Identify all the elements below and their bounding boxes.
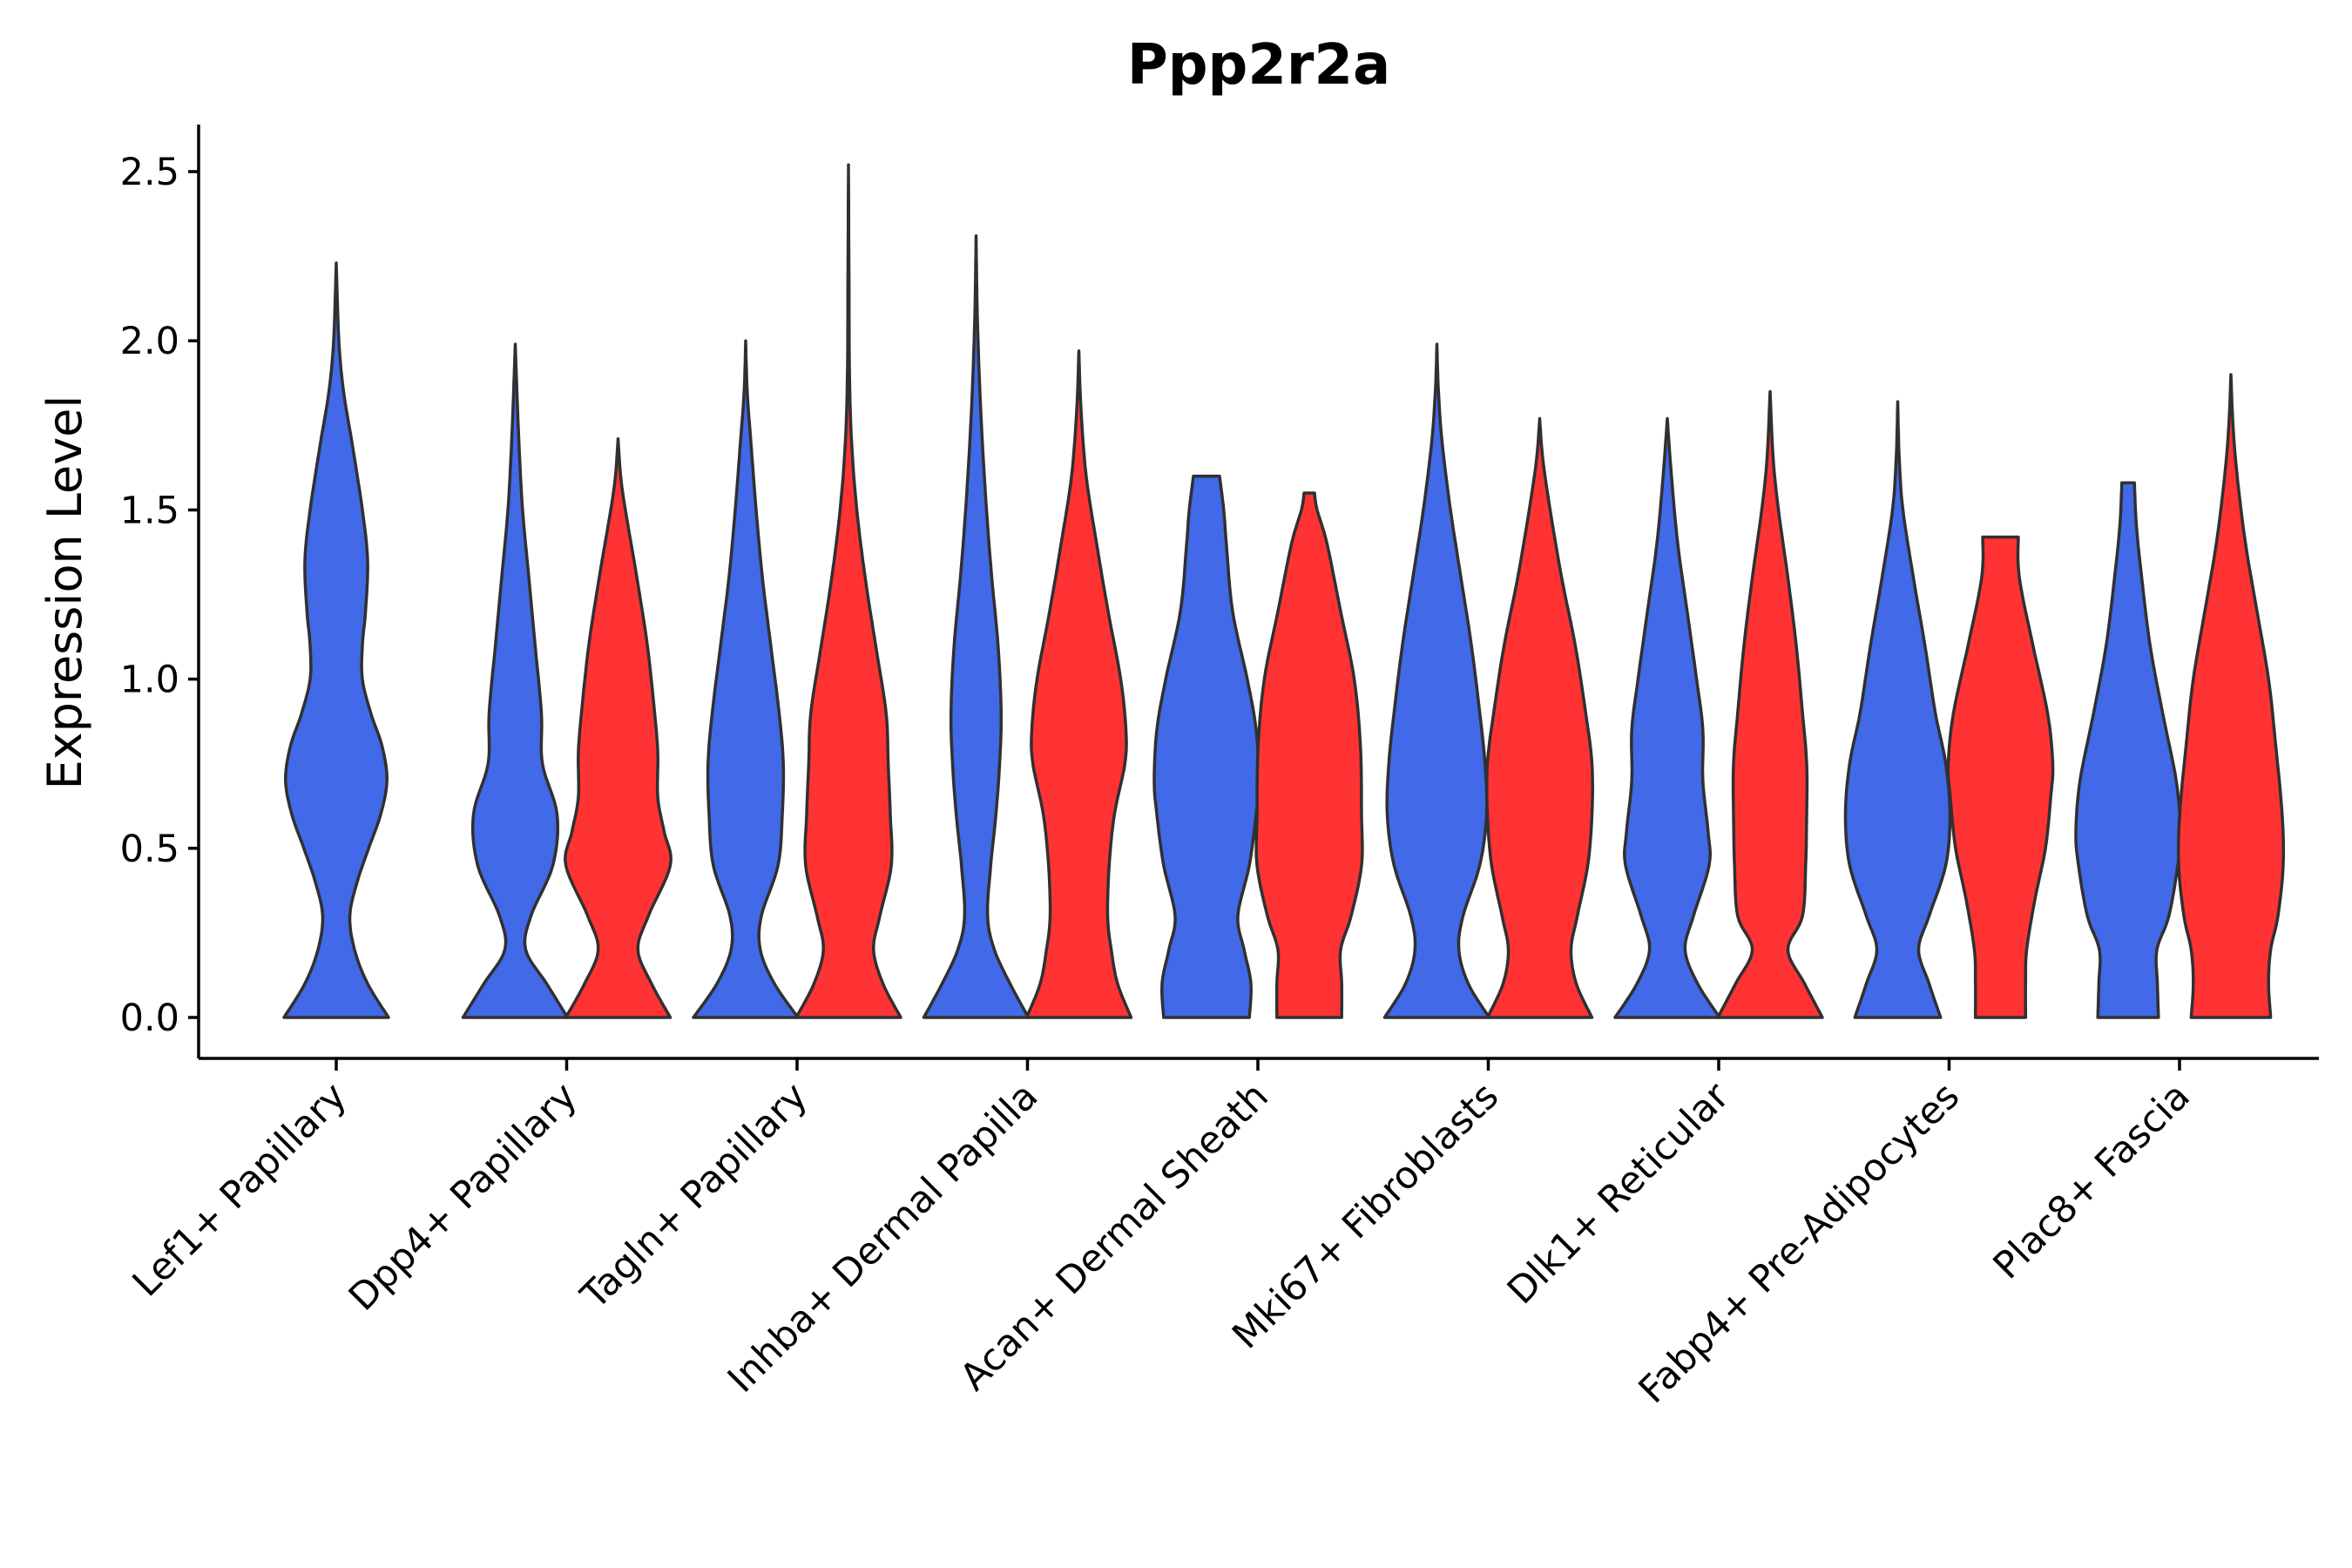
violin-group2-1 — [564, 437, 672, 1019]
violin-group2-6 — [1716, 389, 1824, 1019]
y-tick-label: 1.5 — [120, 489, 179, 532]
violin-group1-2 — [692, 339, 800, 1019]
violin-group1-7 — [1843, 400, 1952, 1019]
y-tick-label: 1.0 — [120, 659, 179, 702]
x-tick-label: Plac8+ Fascia — [1985, 1074, 2199, 1288]
violin-group1-1 — [461, 342, 570, 1019]
violin-group2-8 — [2176, 373, 2286, 1019]
y-tick-label: 2.0 — [120, 320, 179, 363]
violin-group1-0 — [282, 261, 390, 1019]
violin-group1-3 — [922, 234, 1031, 1019]
violins-layer — [282, 163, 2286, 1019]
x-tick-label: Lef1+ Papillary — [125, 1074, 355, 1305]
violin-group2-4 — [1254, 491, 1364, 1019]
x-tick-label: Tagln+ Papillary — [572, 1074, 816, 1318]
x-tick-label: Dlk1+ Reticular — [1499, 1074, 1738, 1313]
y-tick-label: 0.0 — [120, 997, 179, 1040]
y-axis-label: Expression Level — [37, 395, 92, 790]
violin-group2-2 — [794, 163, 902, 1019]
violin-group2-7 — [1946, 535, 2055, 1019]
x-tick-label: Dpp4+ Papillary — [341, 1074, 585, 1319]
violin-group1-6 — [1613, 416, 1721, 1019]
y-tick-label: 2.5 — [120, 151, 179, 194]
chart-title: Ppp2r2a — [1127, 33, 1390, 98]
violin-group1-4 — [1152, 474, 1260, 1019]
violin-group1-8 — [2074, 481, 2182, 1019]
violin-group1-5 — [1382, 342, 1491, 1019]
x-tick-label: Mki67+ Fibroblasts — [1224, 1074, 1507, 1357]
violin-group2-5 — [1485, 416, 1595, 1019]
violin-group2-3 — [1024, 349, 1133, 1019]
y-tick-label: 0.5 — [120, 828, 179, 871]
